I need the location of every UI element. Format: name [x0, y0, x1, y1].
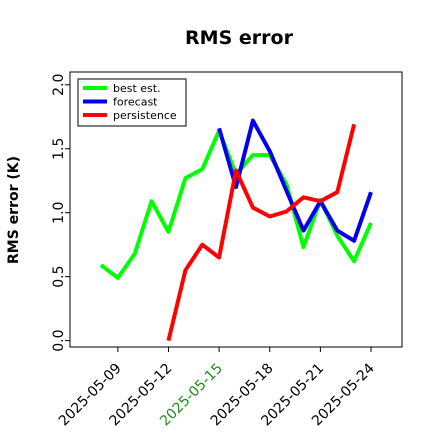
- y-tick-label: 2.0: [51, 74, 67, 96]
- y-tick-label: 0.0: [51, 329, 67, 351]
- y-axis-ticks: 0.0 0.5 1.0 1.5 2.0: [51, 74, 70, 352]
- legend-label: forecast: [113, 96, 158, 109]
- chart-title: RMS error: [185, 27, 294, 49]
- y-axis-label: RMS error (K): [6, 156, 22, 264]
- series-line-persistence: [166, 123, 357, 342]
- series-line-forecast: [217, 118, 373, 243]
- legend-label: best est.: [113, 82, 161, 95]
- series-lines: [99, 118, 373, 342]
- legend-label: persistence: [113, 109, 177, 122]
- x-axis-ticks: 2025-05-092025-05-122025-05-152025-05-18…: [56, 347, 378, 429]
- y-tick-label: 1.5: [51, 138, 67, 160]
- y-tick-label: 0.5: [51, 266, 67, 288]
- y-tick-label: 1.0: [51, 202, 67, 224]
